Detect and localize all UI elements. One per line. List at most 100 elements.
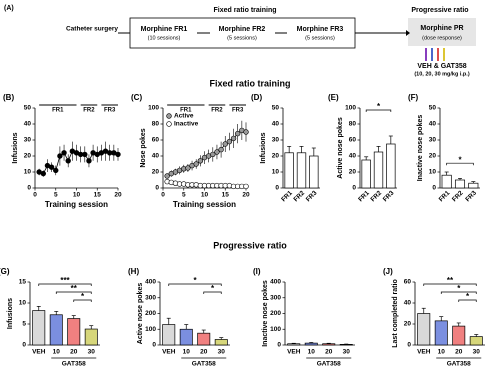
x-tick-label: FR1: [280, 189, 294, 203]
x-tick-label: 15: [94, 192, 102, 199]
point: [235, 130, 241, 137]
y-tick-label: 10: [19, 300, 27, 307]
y-tick-label: 0: [407, 342, 411, 349]
significance-label: **: [71, 284, 78, 293]
bar: [287, 343, 301, 346]
point: [61, 150, 67, 156]
x-tick-label: FR1: [357, 189, 371, 203]
y-tick-label: 50: [24, 105, 32, 112]
significance-bracket: [73, 299, 92, 302]
x-tick-label: FR3: [464, 189, 478, 203]
y-tick-label: 300: [145, 294, 156, 301]
y-tick-label: 50: [272, 105, 280, 112]
step: Morphine FR3: [297, 26, 344, 33]
significance-label: *: [466, 292, 470, 301]
y-tick-label: 10: [272, 169, 280, 176]
point: [243, 129, 249, 135]
legend-marker: [166, 113, 172, 119]
x-tick-label: 20: [200, 349, 208, 356]
group-label: GAT358: [192, 361, 216, 368]
x-tick-label: VEH: [417, 349, 431, 356]
step-title: Progressive ratio: [411, 7, 468, 14]
y-tick-label: 100: [148, 105, 159, 112]
y-tick-label: 400: [145, 279, 156, 286]
x-tick-label: 20: [114, 192, 122, 199]
y-tick-label: 300: [270, 294, 281, 301]
legend-label: Active: [174, 113, 194, 120]
bar: [197, 332, 211, 346]
legend-label: Inactive: [174, 121, 199, 128]
y-tick-label: 400: [270, 279, 281, 286]
x-tick-label: 5: [182, 192, 186, 199]
significance-bracket: [446, 162, 474, 166]
y-tick-label: 30: [272, 137, 280, 144]
y-tick-label: 20: [429, 153, 437, 160]
panel-label: (B): [3, 93, 14, 102]
panel-a: (A) Catheter surgery Fixed ratio trainin…: [4, 5, 476, 77]
point: [222, 141, 228, 147]
y-tick-label: 40: [24, 121, 32, 128]
panel-label: (I): [253, 267, 261, 276]
y-tick-label: 100: [145, 326, 156, 333]
bar: [296, 152, 307, 189]
pr-box: [408, 18, 476, 46]
x-tick-label: 30: [473, 349, 481, 356]
significance-bracket: [38, 283, 92, 286]
significance-label: ***: [60, 276, 70, 285]
panel-label: (C): [131, 93, 142, 102]
y-axis-label: Active nose pokes: [137, 283, 144, 345]
point: [48, 164, 55, 170]
panel-label: (F): [408, 93, 419, 102]
y-tick-label: 20: [404, 321, 412, 328]
bar: [84, 328, 98, 346]
x-axis-label: Training session: [45, 200, 108, 209]
panel-label: (H): [128, 267, 139, 276]
arrow-head: [406, 30, 410, 36]
point: [185, 165, 191, 171]
bar: [322, 343, 336, 346]
x-tick-label: 30: [88, 349, 96, 356]
significance-label: *: [457, 284, 461, 293]
bar: [284, 152, 294, 189]
significance-bracket: [440, 291, 477, 294]
panel-label: (E): [328, 93, 339, 102]
y-tick-label: 40: [152, 153, 160, 160]
y-tick-label: 50: [429, 105, 437, 112]
significance-bracket: [365, 109, 392, 112]
panel-label: (J): [383, 267, 393, 276]
y-tick-label: 200: [270, 310, 281, 317]
doses: (10, 20, 30 mg/kg i.p.): [414, 71, 469, 77]
bar: [373, 151, 384, 189]
y-tick-label: 10: [429, 169, 437, 176]
y-tick-label: 0: [155, 185, 159, 192]
bar: [441, 174, 452, 189]
x-tick-label: 10: [53, 349, 61, 356]
panel-label: (G): [0, 267, 10, 276]
step: Morphine PR: [420, 25, 463, 32]
point: [214, 149, 220, 155]
y-tick-label: 100: [270, 326, 281, 333]
y-tick-label: 0: [22, 342, 26, 349]
significance-bracket: [423, 283, 477, 286]
phase-label: FR1: [52, 108, 64, 114]
step: Catheter surgery: [66, 26, 118, 33]
bar: [162, 324, 176, 346]
y-tick-label: 0: [277, 342, 281, 349]
x-tick-label: 15: [222, 192, 230, 199]
y-axis-label: Nose pokes: [140, 128, 147, 167]
point: [40, 170, 46, 177]
significance-bracket: [458, 299, 477, 302]
x-tick-label: 10: [183, 349, 191, 356]
point: [193, 161, 199, 167]
group-label: GAT358: [317, 361, 341, 368]
significance-label: **: [447, 276, 454, 285]
x-tick-label: 20: [455, 349, 463, 356]
significance-label: *: [458, 155, 462, 164]
point: [164, 173, 170, 179]
group-label: GAT358: [447, 361, 471, 368]
y-tick-label: 10: [24, 169, 32, 176]
phase-label: FR3: [104, 108, 116, 114]
significance-bracket: [203, 291, 222, 294]
x-tick-label: 0: [33, 192, 37, 199]
